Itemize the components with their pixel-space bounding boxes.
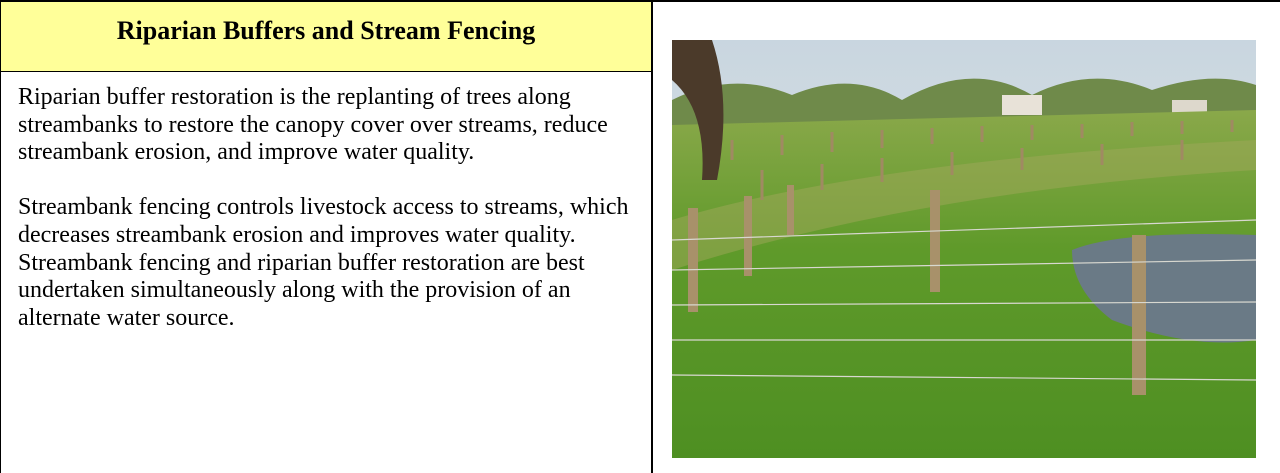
- house: [1002, 95, 1042, 115]
- house: [1172, 100, 1207, 115]
- fence-wires: [672, 219, 1256, 381]
- tree-shelters: [730, 120, 1234, 200]
- header: Riparian Buffers and Stream Fencing: [1, 2, 651, 72]
- paragraph: Streambank fencing controls livestock ac…: [18, 194, 629, 331]
- path: [672, 140, 1256, 270]
- photo: [672, 40, 1256, 458]
- fence-posts: [688, 185, 1146, 395]
- body-text: Riparian buffer restoration is the repla…: [1, 72, 651, 332]
- title: Riparian Buffers and Stream Fencing: [116, 15, 536, 45]
- paragraph: Riparian buffer restoration is the repla…: [18, 84, 608, 166]
- info-cell: Riparian Buffers and Stream Fencing Ripa…: [0, 2, 653, 473]
- tree-trunk: [672, 40, 724, 180]
